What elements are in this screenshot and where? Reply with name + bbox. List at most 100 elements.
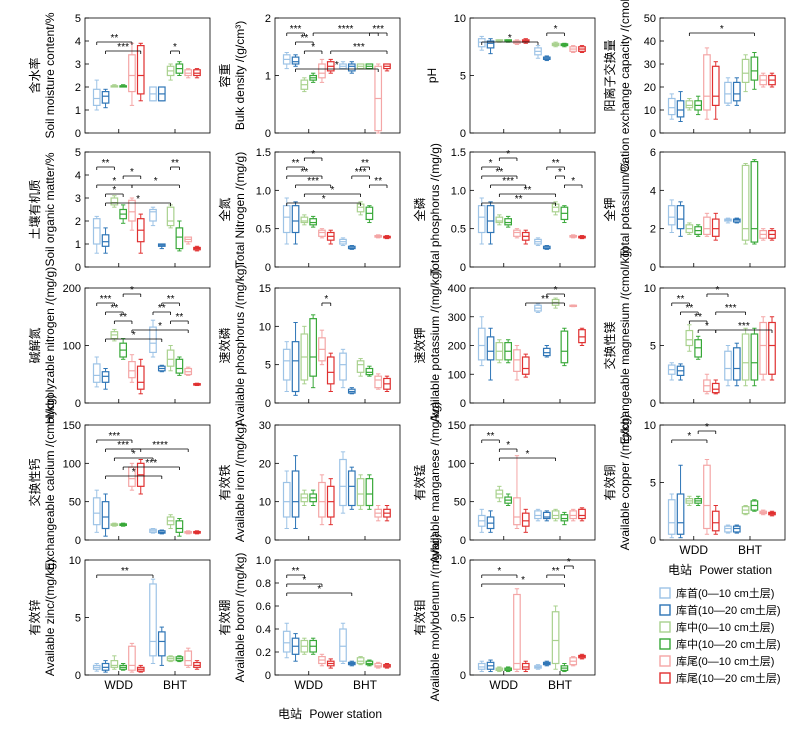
box-WDD-2 [101,660,110,673]
y-axis-title-cn: 有效钼 [412,599,427,635]
box-BHT-3 [741,505,750,516]
box-body [551,611,560,665]
y-tick-label: 150 [63,420,81,432]
box-body [521,356,530,375]
significance-bracket: * [498,440,518,452]
box-WDD-1 [282,470,291,529]
box-body [578,329,586,344]
significance-label: *** [109,431,121,442]
y-axis-title-cn: 有效锰 [412,464,427,500]
y-tick-label: 20 [644,82,656,94]
box-WDD-4 [504,493,512,506]
box-body [318,63,326,79]
box-body [300,216,309,224]
box-WDD-3 [495,666,504,673]
y-axis-title-en: Exchangeable magnesium /(cmol/kg) [618,247,632,444]
y-axis-title: 交换性镁Exchangeable magnesium /(cmol/kg) [602,247,632,444]
significance-label: * [136,194,140,205]
significance-bracket: * [105,330,163,342]
legend-label-cn: 库首 [676,603,698,617]
y-axis-title-en: Available molybdenum /(mg/kg) [428,534,442,702]
box-body [339,628,347,662]
significance-label: * [497,566,501,577]
box-body [101,90,110,104]
panel-16: 0 5 10 WDD BHT 有效铜Available copper /(mg/kg) * * [602,415,786,557]
legend-swatch [659,672,671,684]
y-axis-title-cn: 全钾 [602,197,617,221]
box-body [486,40,495,49]
box-WDD-4 [309,215,317,228]
significance-label: * [112,176,116,187]
box-BHT-6 [578,45,586,53]
significance-label: ** [176,312,184,323]
box-body [578,508,586,520]
significance-label: ** [171,158,179,169]
box-WDD-5 [128,42,136,106]
box-body [542,347,551,357]
y-axis-title: 速效磷Available phosphorus /(mg/kg) [217,265,247,427]
box-WDD-3 [685,495,694,506]
y-axis-title-en: Available phosphorus /(mg/kg) [233,265,247,427]
box-WDD-2 [291,633,300,662]
box-WDD-6 [711,212,720,241]
box-BHT-3 [356,63,365,70]
significance-label: **** [152,440,168,451]
box-BHT-5 [374,234,383,239]
y-axis-title-cn: 容重 [217,63,232,87]
y-axis-title: 全钾Total potassium/% [602,160,632,258]
box-body [184,650,193,667]
box-WDD-5 [513,455,521,529]
box-BHT-4 [560,42,569,48]
box-BHT-4 [175,220,184,252]
y-tick-label: 1 [75,105,81,117]
box-body [282,481,291,518]
box-body [365,367,374,376]
significance-label: *** [725,303,737,314]
box-WDD-3 [495,485,504,503]
significance-label: * [302,575,306,586]
box-WDD-3 [300,214,309,226]
significance-bracket: * [498,149,518,161]
y-tick-label: 1 [75,239,81,251]
significance-bracket: ** [671,294,690,306]
y-axis-title-cn: 阳离子交换量 [602,39,617,111]
significance-label: *** [355,167,367,178]
box-BHT-4 [175,61,184,76]
significance-label: * [716,285,720,296]
significance-bracket: * [286,575,323,587]
box-body [282,348,291,381]
box-BHT-6 [383,663,391,669]
significance-bracket: ** [368,176,388,188]
box-BHT-1 [149,86,157,102]
box-BHT-3 [741,54,750,93]
box-BHT-5 [759,72,768,88]
box-BHT-2 [347,466,356,510]
box-body [676,493,685,535]
box-WDD-2 [291,201,300,245]
box-BHT-6 [193,660,201,670]
significance-bracket: ** [96,33,133,45]
x-axis-title-bottom: 电站 Power station [278,707,382,721]
y-tick-label: 4 [75,36,81,48]
box-BHT-1 [534,303,542,313]
significance-label: * [132,467,136,478]
significance-label: * [130,285,134,296]
box-BHT-5 [569,45,578,53]
y-tick-label: 10 [259,497,271,509]
box-BHT-2 [347,61,356,74]
box-WDD-2 [676,363,685,381]
significance-bracket: * [706,285,729,297]
box-BHT-3 [356,358,365,377]
significance-bracket: ** [546,158,565,170]
significance-bracket: *** [715,321,773,333]
box-BHT-5 [759,316,768,381]
significance-bracket: ** [286,158,305,170]
significance-label: * [324,294,328,305]
box-WDD-2 [101,227,110,254]
box-WDD-5 [703,373,711,395]
significance-bracket: * [481,33,539,45]
box-WDD-6 [326,58,335,74]
box-BHT-1 [149,528,157,534]
